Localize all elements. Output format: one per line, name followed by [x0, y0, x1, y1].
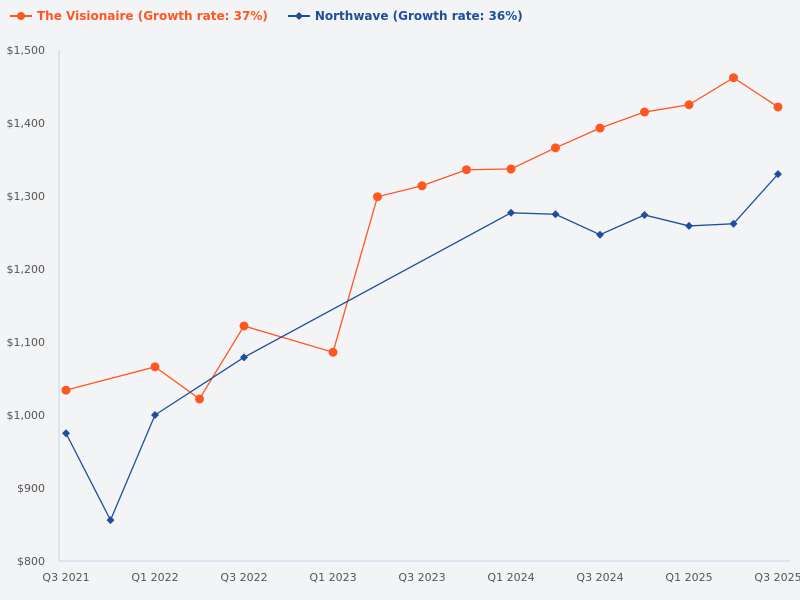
y-tick-label: $800 — [17, 555, 45, 568]
diamond-marker-icon — [287, 12, 310, 20]
data-point — [729, 219, 738, 228]
x-tick-label: Q1 2025 — [665, 571, 712, 584]
data-point — [240, 353, 248, 362]
y-tick-label: $1,200 — [7, 263, 46, 276]
y-tick-label: $1,500 — [7, 44, 46, 57]
x-tick-label: Q3 2025 — [754, 571, 800, 584]
data-point — [640, 210, 649, 219]
data-point — [640, 107, 649, 117]
data-point — [62, 429, 70, 438]
x-tick-label: Q1 2022 — [131, 571, 178, 584]
data-point — [507, 208, 515, 217]
series-line-1 — [65, 173, 779, 522]
x-tick-label: Q3 2024 — [576, 571, 623, 584]
data-point — [239, 321, 249, 331]
data-point — [462, 165, 471, 175]
x-tick-label: Q3 2022 — [220, 571, 267, 584]
data-point — [774, 170, 782, 179]
data-point — [195, 394, 204, 404]
data-point — [328, 347, 338, 357]
data-point — [373, 192, 382, 202]
series-line-0 — [65, 76, 779, 400]
y-tick-label: $900 — [17, 482, 45, 495]
data-point — [61, 385, 71, 395]
legend-item-northwave[interactable]: Northwave (Growth rate: 36%) — [287, 9, 523, 23]
x-tick-label: Q1 2023 — [309, 571, 356, 584]
data-point — [773, 102, 783, 112]
x-tick-label: Q1 2024 — [487, 571, 534, 584]
legend: The Visionaire (Growth rate: 37%) Northw… — [10, 9, 523, 23]
data-point — [106, 516, 115, 525]
y-tick-label: $1,100 — [7, 336, 46, 349]
data-point — [551, 210, 560, 219]
data-point — [551, 143, 560, 153]
data-point — [729, 73, 738, 83]
y-tick-label: $1,000 — [7, 409, 46, 422]
legend-label: The Visionaire (Growth rate: 37%) — [37, 9, 268, 23]
data-point — [596, 230, 604, 239]
data-point — [417, 181, 427, 191]
data-point — [685, 221, 693, 230]
y-tick-label: $1,300 — [7, 190, 46, 203]
legend-label: Northwave (Growth rate: 36%) — [314, 9, 523, 23]
data-point — [150, 362, 160, 372]
data-point — [506, 164, 516, 174]
data-point — [151, 411, 159, 419]
data-point — [595, 123, 605, 133]
data-point — [684, 100, 694, 110]
circle-marker-icon — [10, 12, 32, 20]
legend-item-visionaire[interactable]: The Visionaire (Growth rate: 37%) — [10, 9, 268, 23]
y-tick-label: $1,400 — [7, 117, 46, 130]
x-tick-label: Q3 2023 — [398, 571, 445, 584]
x-tick-label: Q3 2021 — [42, 571, 89, 584]
